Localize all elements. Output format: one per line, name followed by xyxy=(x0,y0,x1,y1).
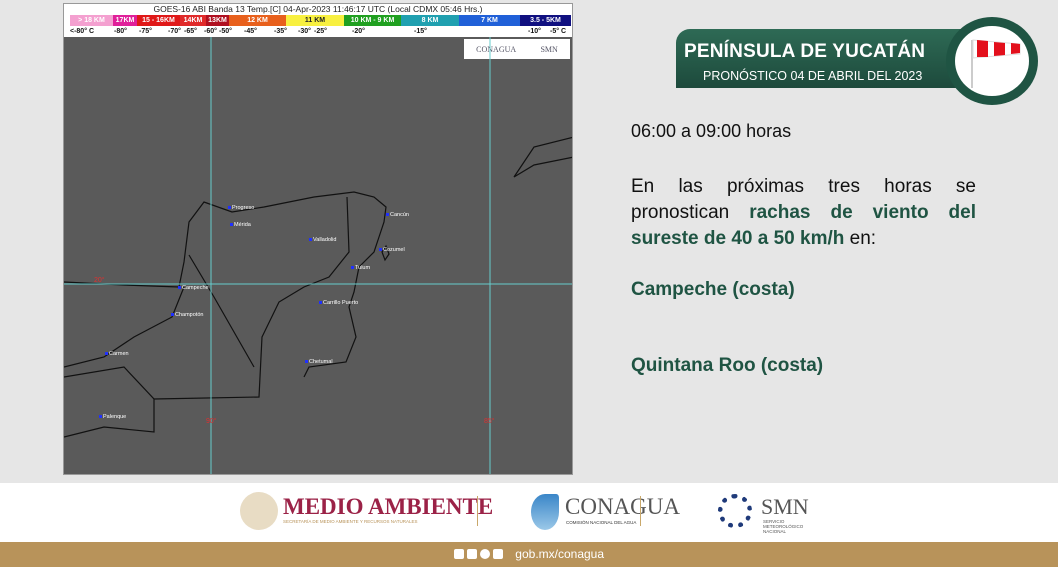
lower-coast xyxy=(64,286,185,368)
city-label: Progreso xyxy=(228,205,254,211)
medio-ambiente-sub: SECRETARÍA DE MEDIO AMBIENTE Y RECURSOS … xyxy=(283,519,418,524)
temperature-tick: -50° xyxy=(219,28,232,35)
temperature-tick: -15° xyxy=(414,28,427,35)
temperature-tick: -60° xyxy=(204,28,217,35)
temperature-scale: <-80° C -80° -75° -70° -65° -60° -50° -45° -35° -… xyxy=(64,27,572,37)
scale-segment: 13KM xyxy=(206,15,229,26)
city-label: Chetumal xyxy=(305,359,333,365)
temperature-tick: -5° C xyxy=(550,28,567,35)
temperature-tick: -25° xyxy=(314,28,327,35)
lat-lon-grid xyxy=(64,37,572,474)
grid-label: 20° xyxy=(94,277,105,284)
wind-highlight: rachas de viento del sureste de 40 a 50 … xyxy=(631,202,976,249)
conagua-logo: CONAGUA xyxy=(476,44,517,54)
smn-logo: SMN xyxy=(761,494,809,519)
conagua-sub: COMISIÓN NACIONAL DEL AGUA xyxy=(566,520,637,525)
city-label: Mérida xyxy=(230,222,251,228)
temperature-tick: -65° xyxy=(184,28,197,35)
temperature-tick: -35° xyxy=(274,28,287,35)
altitude-scale: > 18 KM 17KM 15 - 16KM 14KM 13KM 12 KM 11 KM 10… xyxy=(64,14,572,27)
border-guatemala xyxy=(64,366,155,438)
grid-label: 85° xyxy=(484,418,495,425)
temperature-tick: -70° xyxy=(168,28,181,35)
instagram-icon[interactable] xyxy=(479,549,490,559)
facebook-icon[interactable] xyxy=(453,549,464,559)
grid-label: 90° xyxy=(206,418,217,425)
temperature-tick: <-80° C xyxy=(70,28,95,35)
state-border xyxy=(153,196,350,400)
city-label: Carmen xyxy=(105,351,129,357)
scale-segment: 12 KM xyxy=(229,15,286,26)
map-caption: GOES-16 ABI Banda 13 Temp.[C] 04-Apr-202… xyxy=(64,4,572,14)
scale-segment: 8 KM xyxy=(401,15,459,26)
region-item: Quintana Roo (costa) xyxy=(631,355,824,376)
forecast-text: En las próximas tres horas se pronostica… xyxy=(631,176,976,249)
scale-segment: 10 KM - 9 KM xyxy=(344,15,401,26)
scale-segment: 15 - 16KM xyxy=(137,15,180,26)
scale-segment: 3.5 - 5KM xyxy=(520,15,571,26)
medio-ambiente-logo: MEDIO AMBIENTE xyxy=(283,494,494,519)
cuba-coast xyxy=(513,136,572,178)
temperature-tick: -45° xyxy=(244,28,257,35)
scale-segment: 7 KM xyxy=(459,15,520,26)
state-border-2 xyxy=(188,254,255,368)
social-strip: gob.mx/conagua xyxy=(0,542,1058,567)
city-label: Champotón xyxy=(171,312,203,318)
time-range: 06:00 a 09:00 horas xyxy=(631,121,792,141)
region-item: Campeche (costa) xyxy=(631,279,795,300)
twitter-icon[interactable] xyxy=(466,549,477,559)
scale-segment: 11 KM xyxy=(286,15,344,26)
city-label: Cozumel xyxy=(379,247,405,253)
scale-segment: > 18 KM xyxy=(70,15,113,26)
badge xyxy=(946,17,1038,105)
windsock-icon xyxy=(971,39,1021,88)
coastline xyxy=(64,191,387,378)
temperature-tick: -80° xyxy=(114,28,127,35)
region-title: PENÍNSULA DE YUCATÁN xyxy=(684,41,926,62)
smn-icon xyxy=(718,494,752,528)
region-banner: PENÍNSULA DE YUCATÁN PRONÓSTICO 04 DE AB… xyxy=(676,29,976,88)
temperature-tick: -30° xyxy=(298,28,311,35)
city-label: Valladolid xyxy=(309,237,336,243)
city-label: Campeche xyxy=(178,285,209,291)
temperature-tick: -20° xyxy=(352,28,365,35)
conagua-logo: CONAGUA xyxy=(565,494,680,519)
temperature-tick: -75° xyxy=(139,28,152,35)
city-label: Tulum xyxy=(351,265,370,271)
satellite-map: GOES-16 ABI Banda 13 Temp.[C] 04-Apr-202… xyxy=(63,3,573,475)
website-link[interactable]: gob.mx/conagua xyxy=(515,547,605,561)
smn-sub: SERVICIO METEOROLÓGICO NACIONAL xyxy=(763,519,804,534)
scale-segment: 14KM xyxy=(180,15,206,26)
footer-logos: MEDIO AMBIENTE SECRETARÍA DE MEDIO AMBIE… xyxy=(0,483,1058,542)
smn-logo: SMN xyxy=(540,44,558,54)
city-label: Cancún xyxy=(386,212,409,218)
forecast-date: PRONÓSTICO 04 DE ABRIL DEL 2023 xyxy=(703,69,923,83)
city-label: Palenque xyxy=(99,414,126,420)
coat-of-arms-icon xyxy=(240,492,278,530)
city-label: Carrillo Puerto xyxy=(319,300,358,306)
youtube-icon[interactable] xyxy=(492,549,503,559)
temperature-tick: -10° xyxy=(528,28,541,35)
scale-segment: 17KM xyxy=(113,15,137,26)
conagua-icon xyxy=(531,494,559,530)
map-drawing xyxy=(64,37,572,474)
